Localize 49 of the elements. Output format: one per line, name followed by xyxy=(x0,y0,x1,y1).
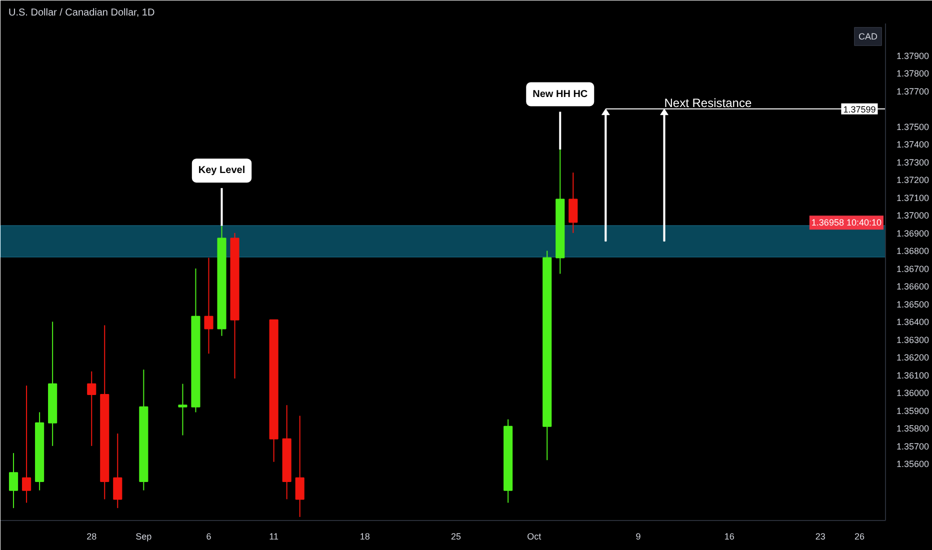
x-tick-label: 23 xyxy=(815,532,826,542)
y-tick-label: 1.35700 xyxy=(896,441,930,452)
y-tick-label: 1.36500 xyxy=(896,299,930,310)
x-tick-label: 28 xyxy=(86,532,97,542)
y-tick-label: 1.36300 xyxy=(896,334,930,345)
y-axis-title: CAD xyxy=(858,32,878,42)
y-tick-label: 1.36700 xyxy=(896,264,930,274)
y-tick-label: 1.37900 xyxy=(896,50,930,61)
y-tick-label: 1.35900 xyxy=(896,406,930,416)
y-tick-label: 1.35800 xyxy=(896,424,930,434)
candlestick xyxy=(295,415,304,518)
y-tick-label: 1.36400 xyxy=(896,317,930,328)
y-tick-label: 1.37300 xyxy=(896,157,930,168)
candlestick xyxy=(204,257,214,354)
y-tick-label: 1.37200 xyxy=(896,175,930,186)
candlestick xyxy=(568,172,578,234)
y-tick-label: 1.37100 xyxy=(896,192,930,203)
x-tick-label: 26 xyxy=(854,532,864,542)
x-tick-label: 25 xyxy=(451,532,462,542)
candlestick xyxy=(8,452,18,509)
x-tick-label: 18 xyxy=(360,532,370,542)
y-tick-label: 1.36600 xyxy=(896,282,930,292)
y-tick-label: 1.36100 xyxy=(896,370,930,380)
chart-title: U.S. Dollar / Canadian Dollar, 1D xyxy=(8,8,155,18)
candlestick xyxy=(113,433,122,509)
y-tick-label: 1.35600 xyxy=(896,459,930,470)
x-tick-label: 16 xyxy=(724,532,734,542)
candlestick xyxy=(22,385,32,504)
annotation: New HH HC xyxy=(532,88,588,100)
y-tick-label: 1.36000 xyxy=(896,388,930,398)
annotation: 1.36958 10:40:10 xyxy=(811,218,882,228)
y-tick-label: 1.37500 xyxy=(896,122,930,132)
y-tick-label: 1.37000 xyxy=(896,210,930,221)
ref-line-label: Next Resistance xyxy=(664,96,752,110)
annotation: 1.37599 xyxy=(843,104,876,114)
candlestick xyxy=(178,383,188,436)
y-tick-label: 1.37400 xyxy=(896,140,930,150)
annotation: Key Level xyxy=(198,165,246,176)
x-tick-label: 11 xyxy=(269,532,278,542)
x-tick-label: 9 xyxy=(636,532,641,542)
y-tick-label: 1.36800 xyxy=(896,246,930,256)
y-tick-label: 1.37800 xyxy=(896,68,930,79)
candlestick xyxy=(87,370,96,446)
x-tick-label: Oct xyxy=(527,532,542,542)
x-tick-label: 6 xyxy=(206,532,212,542)
y-tick-label: 1.36200 xyxy=(896,352,930,363)
x-tick-label: Sep xyxy=(136,532,152,542)
y-tick-label: 1.37700 xyxy=(896,86,930,96)
y-tick-label: 1.36900 xyxy=(896,228,930,238)
